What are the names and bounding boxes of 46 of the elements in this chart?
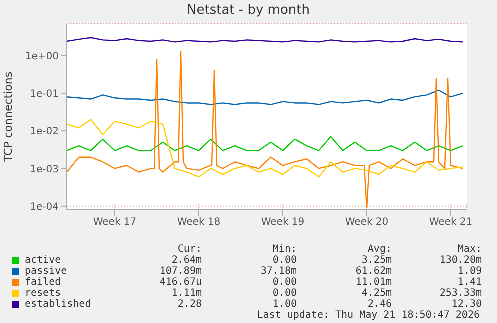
text: Min: [272,244,297,255]
text: 1.09 [456,266,482,277]
y-tick-label: 1e-03 [30,164,59,176]
text: 1.00 [272,299,297,310]
x-tick-label: Week 20 [345,217,389,228]
line-series [67,90,464,106]
text: 61.62m [354,266,392,277]
text: Last update: Thu May 21 18:50:47 2026 [256,310,481,321]
legend-label: active [25,255,62,266]
text: 416.67u [158,277,202,288]
text: 253.33m [438,288,482,299]
text: 2.64m [170,255,202,266]
line-series [67,136,464,152]
y-axis-title: TCP connections [2,72,15,164]
x-tick-label: Week 18 [177,217,221,228]
y-tick-label: 1e+00 [25,51,59,62]
line-series [67,119,464,178]
text: 37.18m [260,266,297,277]
y-tick-label: 1e-02 [30,126,59,138]
legend-label: passive [25,266,68,277]
text: Max: [456,244,482,255]
y-tick-label: 1e-04 [30,202,59,213]
text: 2.28 [176,299,202,310]
text: 1.41 [456,277,482,288]
text: 0.00 [272,277,297,288]
text: 2.46 [366,299,392,310]
text: Avg: [366,244,392,255]
legend-label: failed [25,277,62,288]
text: Cur: [176,244,202,255]
legend-label: established [25,299,92,310]
x-tick-label: Week 21 [429,217,473,228]
text: 12.30 [450,299,482,310]
chart-title: Netstat - by month [186,2,311,20]
line-series [67,50,464,209]
text: 11.01m [354,277,392,288]
text: 107.89m [158,266,202,277]
text: 3.25m [360,255,392,266]
text: 130.20m [438,255,482,266]
text: 0.00 [272,255,297,266]
text: 1.11m [170,288,202,299]
x-tick-label: Week 17 [93,217,137,228]
x-tick-label: Week 19 [261,217,305,228]
legend-label: resets [25,288,62,299]
text: 4.25m [360,288,392,299]
text: 0.00 [272,288,297,299]
y-tick-label: 1e-01 [30,88,59,100]
